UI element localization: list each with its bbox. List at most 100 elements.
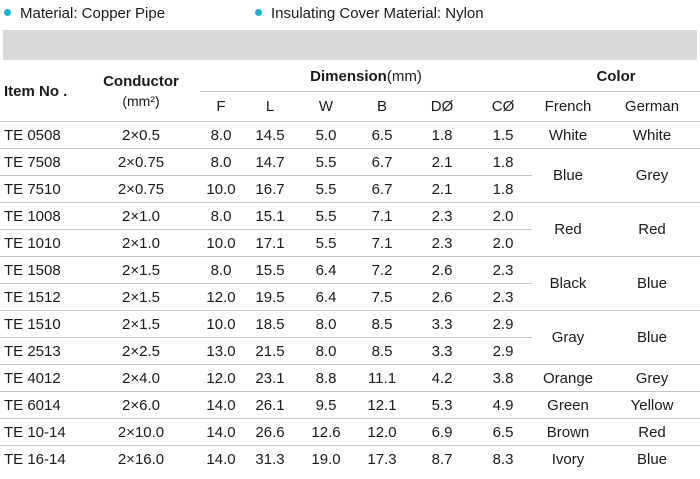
cell-l: 31.3 [255, 450, 285, 468]
cell-l: 14.5 [242, 121, 298, 149]
cell-conductor: 2×10.0 [82, 418, 200, 446]
cell-german: Grey [604, 148, 700, 203]
cell-item: TE 7508 [0, 148, 82, 176]
table-row: TE 1510 2×1.5 10.0 18.5 8.0 8.5 3.3 2.9 … [0, 310, 700, 365]
cell-item: TE 6014 [0, 391, 82, 419]
cell-french: Ivory [551, 450, 585, 468]
cell-f: 8.0 [200, 202, 242, 230]
table-row: TE 6014 2×6.0 14.0 26.1 9.5 12.1 5.3 4.9… [0, 391, 700, 419]
cell-f: 13.0 [200, 337, 242, 365]
cell-c: 2.3 [474, 256, 533, 284]
table-row: TE 0508 2×0.5 8.0 14.5 5.0 6.5 1.8 1.5 W… [0, 121, 700, 149]
cell-french: White [532, 121, 605, 149]
cell-c: 2.3 [474, 283, 533, 311]
cell-d: 2.6 [410, 283, 474, 311]
cell-conductor: 2×1.0 [82, 229, 200, 257]
bullet-dot-icon [255, 9, 262, 16]
cell-item: TE 0508 [0, 121, 82, 149]
cell-french: Green [532, 391, 605, 419]
table-row: TE 1008 2×1.0 8.0 15.1 5.5 7.1 2.3 2.0 R… [0, 202, 700, 257]
cell-c: 3.8 [474, 364, 533, 392]
cell-c: 8.3 [492, 450, 514, 468]
cell-f: 8.0 [200, 148, 242, 176]
cell-item: TE 7510 [0, 175, 82, 203]
cell-d: 2.3 [410, 202, 474, 230]
cell-f: 8.0 [200, 256, 242, 284]
cell-l: 14.7 [242, 148, 298, 176]
cell-french: Orange [532, 364, 605, 392]
cell-german: Red [604, 418, 700, 446]
cell-l: 16.7 [242, 175, 298, 203]
cell-conductor: 2×0.75 [82, 148, 200, 176]
cell-d: 1.8 [410, 121, 474, 149]
cell-d: 6.9 [410, 418, 474, 446]
cell-l: 26.6 [242, 418, 298, 446]
cell-conductor: 2×1.0 [82, 202, 200, 230]
cell-l: 19.5 [242, 283, 298, 311]
cell-b: 17.3 [367, 450, 397, 468]
cell-w: 5.5 [298, 202, 354, 230]
header-dim-b: B [354, 91, 410, 122]
cell-c: 2.0 [474, 229, 533, 257]
spec-table: Item No . Conductor (mm²) Dimension(mm) … [0, 61, 700, 472]
cell-b: 7.1 [354, 229, 410, 257]
cell-german: White [604, 121, 700, 149]
cell-german: Yellow [604, 391, 700, 419]
cell-b: 11.1 [354, 364, 410, 392]
conductor-unit: (mm²) [122, 93, 160, 109]
cell-b: 7.5 [354, 283, 410, 311]
cell-d: 2.3 [410, 229, 474, 257]
cell-f: 8.0 [200, 121, 242, 149]
cell-w: 5.5 [298, 175, 354, 203]
cell-conductor: 2×4.0 [82, 364, 200, 392]
bullet-dot-icon [4, 9, 11, 16]
header-dim-d: DØ [410, 91, 474, 122]
cell-conductor: 2×1.5 [82, 256, 200, 284]
cell-item: TE 1010 [0, 229, 82, 257]
cell-conductor: 2×6.0 [82, 391, 200, 419]
table-row: TE 10-14 2×10.0 14.0 26.6 12.6 12.0 6.9 … [0, 418, 700, 446]
cell-l: 21.5 [242, 337, 298, 365]
cell-item: TE 1512 [0, 283, 82, 311]
cell-w: 5.5 [298, 229, 354, 257]
table-row: TE 4012 2×4.0 12.0 23.1 8.8 11.1 4.2 3.8… [0, 364, 700, 392]
cell-f: 10.0 [200, 175, 242, 203]
cell-french: Blue [532, 148, 605, 203]
cell-c: 1.8 [474, 148, 533, 176]
cell-w: 9.5 [298, 391, 354, 419]
cell-item: TE 1008 [0, 202, 82, 230]
cell-f: 12.0 [200, 283, 242, 311]
cell-l: 23.1 [242, 364, 298, 392]
header-item-no: Item No . [0, 61, 82, 122]
table-row: TE 7510 2×0.75 10.0 16.7 5.5 6.7 2.1 1.8 [0, 175, 700, 203]
cell-conductor: 2×2.5 [82, 337, 200, 365]
conductor-title: Conductor [103, 73, 179, 90]
cell-item: TE 4012 [0, 364, 82, 392]
cell-w: 8.0 [298, 337, 354, 365]
cell-d: 2.6 [410, 256, 474, 284]
cell-w: 5.0 [298, 121, 354, 149]
cell-b: 6.5 [354, 121, 410, 149]
material-text: Material: Copper Pipe [20, 5, 166, 22]
insulation-bullet: Insulating Cover Material: Nylon [255, 5, 484, 23]
header-color: Color [532, 61, 700, 92]
cell-conductor: 2×0.75 [82, 175, 200, 203]
cell-w: 12.6 [298, 418, 354, 446]
cell-l: 17.1 [242, 229, 298, 257]
material-bullet: Material: Copper Pipe [4, 5, 165, 23]
cell-w: 8.0 [298, 310, 354, 338]
cell-french: Brown [532, 418, 605, 446]
material-bullets: Material: Copper Pipe Insulating Cover M… [0, 0, 700, 30]
cell-c: 6.5 [474, 418, 533, 446]
table-row: TE 2513 2×2.5 13.0 21.5 8.0 8.5 3.3 2.9 [0, 337, 700, 365]
header-dim-f: F [200, 91, 242, 122]
cell-f: 14.0 [200, 391, 242, 419]
cell-d: 2.1 [410, 175, 474, 203]
cell-d: 2.1 [410, 148, 474, 176]
header-german: German [604, 91, 700, 122]
cell-l: 26.1 [242, 391, 298, 419]
cell-c: 2.9 [474, 337, 533, 365]
cell-c: 2.9 [474, 310, 533, 338]
cell-german: Blue [604, 256, 700, 311]
table-row: TE 1508 2×1.5 8.0 15.5 6.4 7.2 2.6 2.3 B… [0, 256, 700, 311]
